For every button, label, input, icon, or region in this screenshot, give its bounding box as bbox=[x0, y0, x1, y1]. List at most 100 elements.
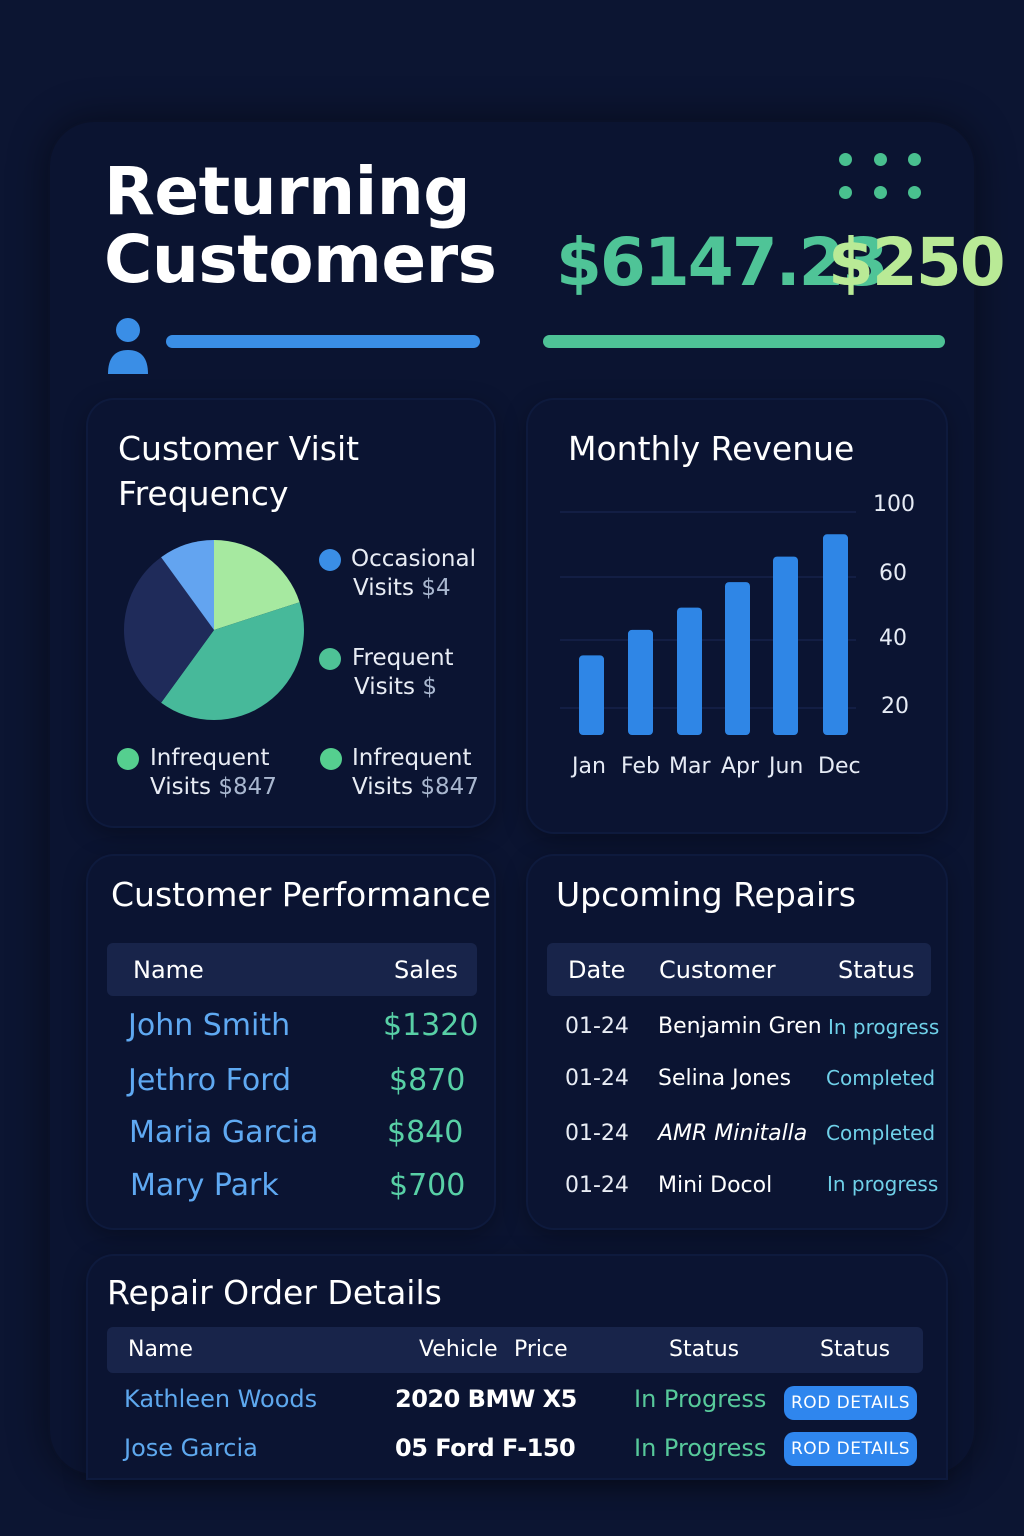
table-row-sales: $840 bbox=[387, 1115, 464, 1150]
x-tick-label: Mar bbox=[669, 754, 711, 779]
column-header-vehicle[interactable]: Vehicle bbox=[419, 1337, 498, 1362]
repair-date: 01-24 bbox=[565, 1014, 629, 1039]
repair-date: 01-24 bbox=[565, 1066, 629, 1091]
column-header-status[interactable]: Status bbox=[669, 1337, 740, 1362]
repair-status: In progress bbox=[828, 1015, 940, 1039]
legend-amount: $4 bbox=[421, 575, 451, 601]
repair-customer[interactable]: Selina Jones bbox=[658, 1066, 792, 1091]
upcoming-repairs-title: Upcoming Repairs bbox=[556, 875, 856, 914]
legend-label: Occasional bbox=[351, 546, 476, 572]
table-header bbox=[107, 1327, 923, 1373]
legend-dot-occasional bbox=[319, 549, 341, 571]
visit-frequency-pie-chart bbox=[124, 540, 305, 720]
repair-customer[interactable]: Mini Docol bbox=[658, 1173, 773, 1198]
revenue-bar[interactable] bbox=[579, 655, 604, 735]
page-title-line1: Returning bbox=[104, 153, 471, 230]
revenue-bar[interactable] bbox=[823, 534, 848, 735]
x-tick-label: Jun bbox=[769, 754, 804, 779]
table-row-sales: $1320 bbox=[383, 1008, 479, 1043]
repair-order-status: In Progress bbox=[634, 1434, 767, 1462]
rod-details-button[interactable]: ROD DETAILS bbox=[784, 1432, 917, 1466]
secondary-amount: $250 bbox=[828, 224, 1006, 301]
repair-status: In progress bbox=[827, 1172, 939, 1196]
legend-sub: Visits bbox=[353, 575, 414, 601]
y-tick-label: 60 bbox=[879, 561, 907, 586]
column-header-sales[interactable]: Sales bbox=[394, 956, 458, 984]
legend-frequent: Frequent Visits $ bbox=[352, 644, 454, 702]
revenue-bar[interactable] bbox=[677, 607, 702, 735]
returning-revenue-amount: $6147.23 bbox=[556, 224, 889, 301]
repair-customer[interactable]: AMR Minitalla bbox=[658, 1121, 808, 1146]
dots-grid-icon[interactable] bbox=[836, 150, 936, 210]
table-row-name[interactable]: Jethro Ford bbox=[128, 1063, 292, 1098]
table-row-name[interactable]: Maria Garcia bbox=[129, 1115, 319, 1150]
column-header-name[interactable]: Name bbox=[128, 1337, 193, 1362]
y-tick-label: 100 bbox=[873, 492, 915, 517]
y-tick-label: 40 bbox=[879, 626, 907, 651]
legend-label: Frequent bbox=[352, 645, 454, 671]
x-tick-label: Apr bbox=[721, 754, 760, 779]
x-tick-label: Dec bbox=[818, 754, 861, 779]
monthly-revenue-bar-chart bbox=[560, 511, 856, 735]
repair-order-status: In Progress bbox=[634, 1385, 767, 1413]
repair-status: Completed bbox=[826, 1121, 936, 1145]
customer-performance-title: Customer Performance bbox=[111, 875, 491, 914]
table-row-name[interactable]: Mary Park bbox=[130, 1168, 279, 1203]
progress-bar-blue bbox=[166, 335, 480, 348]
table-row-sales: $700 bbox=[389, 1168, 466, 1203]
column-header-customer[interactable]: Customer bbox=[659, 956, 776, 984]
upcoming-repairs-card bbox=[528, 856, 946, 1228]
pie-slice bbox=[214, 540, 300, 630]
legend-sub: Visits bbox=[352, 774, 413, 800]
legend-dot-infrequent bbox=[320, 748, 342, 770]
repair-date: 01-24 bbox=[565, 1173, 629, 1198]
pie-slice bbox=[161, 602, 305, 720]
pie-slice bbox=[124, 557, 214, 703]
user-icon bbox=[108, 318, 148, 374]
rod-details-button[interactable]: ROD DETAILS bbox=[784, 1386, 917, 1420]
legend-occasional: Occasional Visits $4 bbox=[351, 545, 476, 603]
y-tick-label: 20 bbox=[881, 694, 909, 719]
legend-amount: $ bbox=[422, 674, 437, 700]
repair-order-details-title: Repair Order Details bbox=[107, 1273, 442, 1312]
legend-sub: Visits bbox=[354, 674, 415, 700]
column-header-status[interactable]: Status bbox=[838, 956, 915, 984]
revenue-bar[interactable] bbox=[725, 582, 750, 735]
table-row-sales: $870 bbox=[389, 1063, 466, 1098]
dot bbox=[839, 186, 852, 199]
revenue-bar[interactable] bbox=[773, 556, 798, 735]
legend-dot-frequent bbox=[319, 648, 341, 670]
column-header-name[interactable]: Name bbox=[133, 956, 204, 984]
legend-infrequent-right: Infrequent Visits $847 bbox=[352, 744, 479, 802]
column-header-price[interactable]: Price bbox=[514, 1337, 568, 1362]
repair-order-name[interactable]: Kathleen Woods bbox=[124, 1385, 318, 1413]
table-header bbox=[107, 943, 477, 996]
customer-performance-card bbox=[88, 856, 494, 1228]
x-tick-label: Feb bbox=[621, 754, 660, 779]
legend-infrequent-left: Infrequent Visits $847 bbox=[150, 744, 277, 802]
legend-label: Infrequent bbox=[150, 745, 270, 771]
page-title-line2: Customers bbox=[104, 221, 497, 298]
repair-order-vehicle: 2020 BMW X5 bbox=[395, 1385, 577, 1413]
dot bbox=[908, 153, 921, 166]
column-header-date[interactable]: Date bbox=[568, 956, 626, 984]
visit-frequency-title: Customer Visit Frequency bbox=[118, 426, 359, 516]
revenue-bar[interactable] bbox=[628, 629, 653, 735]
repair-order-name[interactable]: Jose Garcia bbox=[124, 1434, 258, 1462]
legend-sub: Visits bbox=[150, 774, 211, 800]
legend-amount: $847 bbox=[420, 774, 479, 800]
repair-customer[interactable]: Benjamin Gren bbox=[658, 1014, 822, 1039]
progress-bar-green bbox=[543, 335, 945, 348]
visit-frequency-title-line2: Frequency bbox=[118, 474, 289, 513]
table-row-name[interactable]: John Smith bbox=[128, 1008, 291, 1043]
dot bbox=[839, 153, 852, 166]
repair-date: 01-24 bbox=[565, 1121, 629, 1146]
visit-frequency-title-line1: Customer Visit bbox=[118, 429, 360, 468]
repair-order-vehicle: 05 Ford F-150 bbox=[395, 1434, 576, 1462]
page-title: Returning Customers bbox=[104, 153, 497, 298]
pie-slice bbox=[161, 540, 214, 630]
column-header-status-action[interactable]: Status bbox=[820, 1337, 891, 1362]
dot bbox=[908, 186, 921, 199]
table-header bbox=[547, 943, 931, 996]
repair-status: Completed bbox=[826, 1066, 936, 1090]
